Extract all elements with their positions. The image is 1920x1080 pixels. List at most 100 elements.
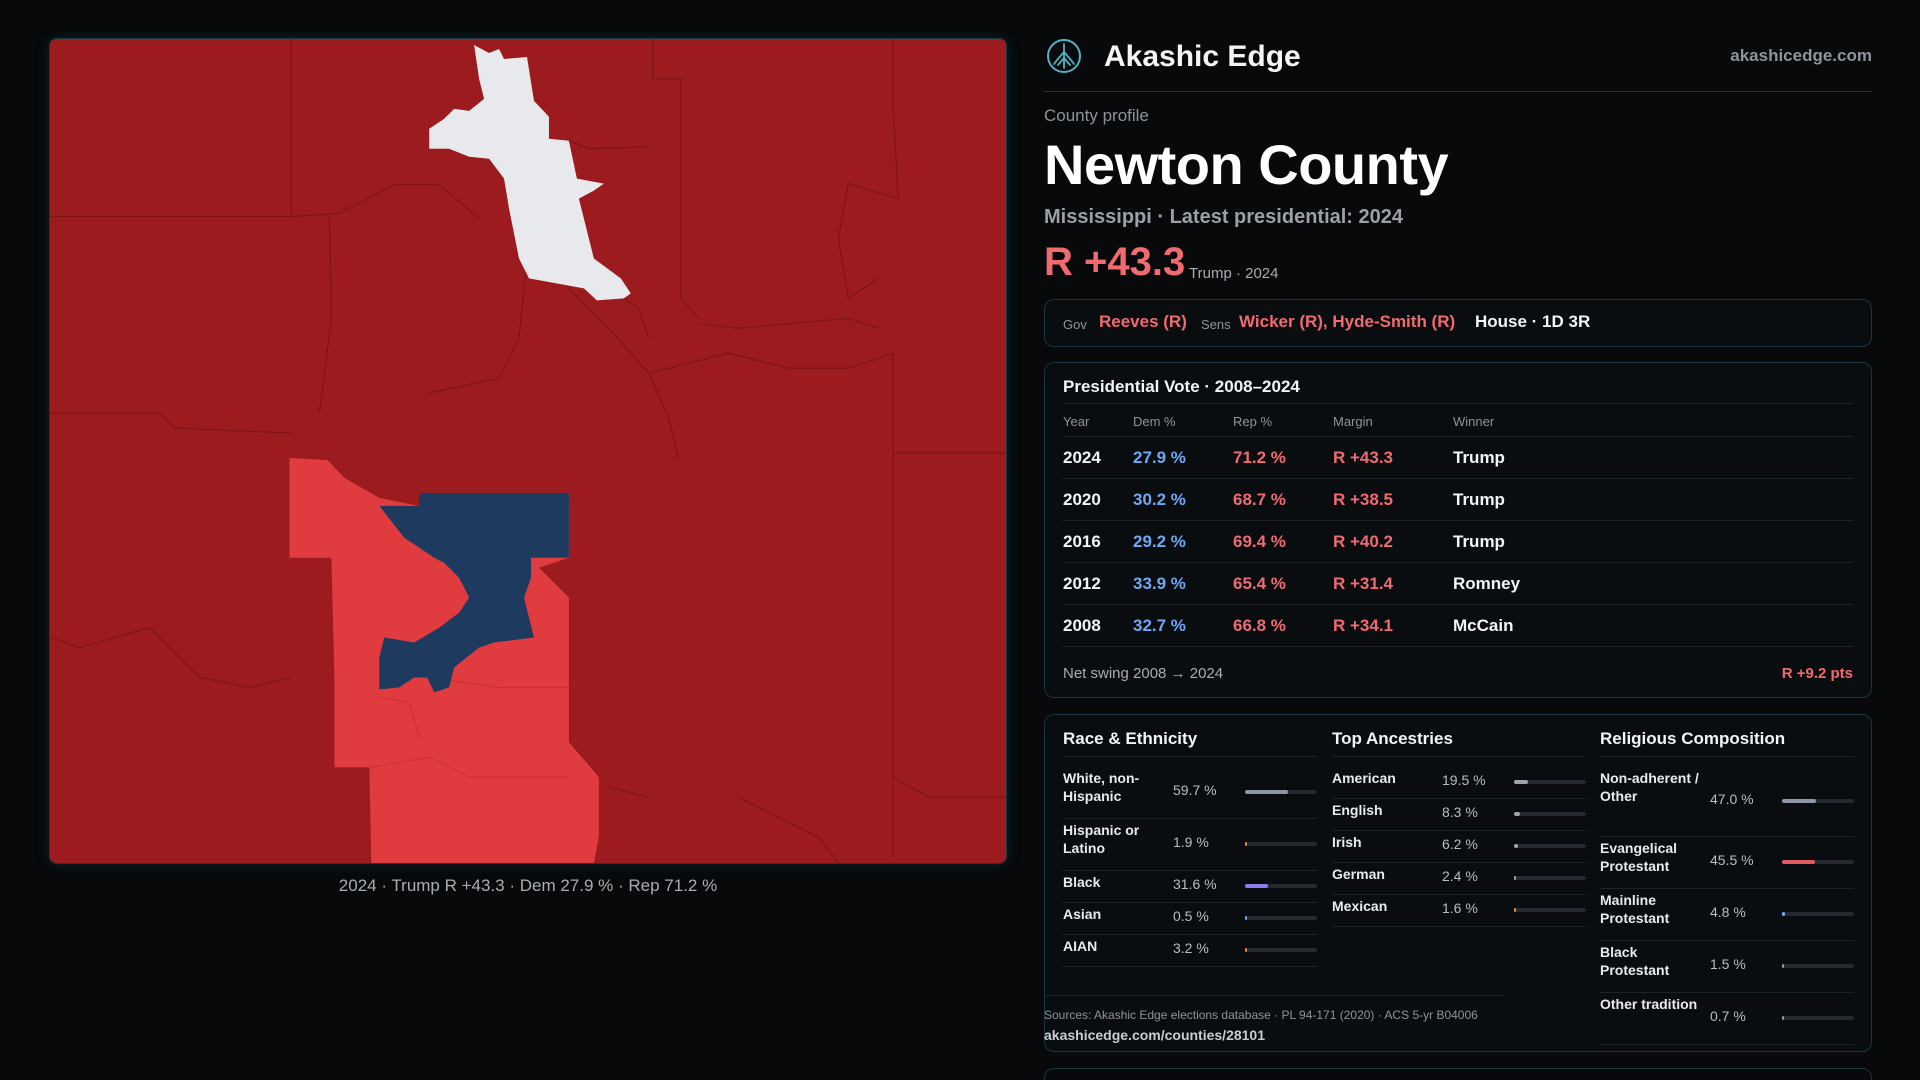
race-bar-track	[1245, 916, 1317, 920]
ancestry-bar-fill	[1514, 812, 1520, 816]
religion-bar-fill	[1782, 860, 1815, 864]
race-row: Hispanic or Latino 1.9 %	[1063, 819, 1317, 871]
race-label: AIAN	[1063, 938, 1098, 954]
ancestry-bar-fill	[1514, 844, 1519, 848]
net-swing-label: Net swing 2008 → 2024	[1063, 665, 1224, 682]
headline-margin-note: Trump · 2024	[1189, 265, 1279, 282]
ancestry-title: Top Ancestries	[1332, 729, 1586, 757]
gov-label: Gov	[1063, 317, 1087, 332]
brand-url-link[interactable]: akashicedge.com	[1730, 46, 1872, 65]
row-margin: R +43.3	[1333, 448, 1394, 467]
race-label: Asian	[1063, 906, 1102, 922]
brand-name[interactable]: Akashic Edge	[1104, 40, 1301, 73]
race-title: Race & Ethnicity	[1063, 729, 1317, 757]
map-svg[interactable]	[50, 39, 1006, 863]
tree-emblem-icon[interactable]	[1046, 38, 1082, 74]
race-bar-track	[1245, 790, 1317, 794]
religion-row: Non-adherent / Other 47.0 %	[1600, 767, 1854, 837]
ancestry-label: Mexican	[1332, 898, 1388, 914]
col-rep: Rep %	[1233, 414, 1273, 429]
religion-row: Other tradition 0.7 %	[1600, 993, 1854, 1045]
tie-boundaries	[568, 140, 650, 339]
ancestry-bar-track	[1514, 876, 1586, 880]
race-value: 0.5 %	[1173, 908, 1209, 924]
table-row: 2024 27.9 % 71.2 % R +43.3 Trump	[1063, 437, 1853, 479]
profile-eyebrow: County profile	[1044, 106, 1149, 125]
row-margin: R +38.5	[1333, 490, 1394, 509]
ancestry-bar-track	[1514, 908, 1586, 912]
sources-url-link[interactable]: akashicedge.com/counties/28101	[1044, 1027, 1265, 1043]
row-year: 2024	[1063, 448, 1101, 467]
presidential-vote-card: Presidential Vote · 2008–2024 Year Dem %…	[1044, 362, 1872, 698]
row-winner: Trump	[1453, 532, 1505, 551]
race-row: Asian 0.5 %	[1063, 903, 1317, 935]
row-dem: 33.9 %	[1133, 574, 1186, 593]
row-margin: R +40.2	[1333, 532, 1394, 551]
religion-value: 1.5 %	[1710, 956, 1746, 972]
race-bar-fill	[1245, 916, 1247, 920]
county-precinct-map[interactable]	[49, 38, 1007, 864]
col-year: Year	[1063, 414, 1090, 429]
race-label: Black	[1063, 874, 1101, 890]
net-swing-value: R +9.2 pts	[1781, 665, 1853, 682]
sens-label: Sens	[1201, 317, 1231, 332]
ancestry-value: 8.3 %	[1442, 804, 1478, 820]
row-winner: Trump	[1453, 448, 1505, 467]
table-row: 2012 33.9 % 65.4 % R +31.4 Romney	[1063, 563, 1853, 605]
religion-bar-fill	[1782, 912, 1786, 916]
race-ethnicity-column: Race & Ethnicity White, non-Hispanic 59.7…	[1063, 729, 1317, 967]
tie-precinct[interactable]	[429, 44, 631, 301]
ancestry-value: 2.4 %	[1442, 868, 1478, 884]
race-bar-fill	[1245, 790, 1288, 794]
table-row: 2016 29.2 % 69.4 % R +40.2 Trump	[1063, 521, 1853, 563]
dem-precincts[interactable]	[379, 492, 569, 693]
ancestry-label: American	[1332, 770, 1396, 786]
religion-bar-fill	[1782, 1016, 1784, 1020]
ancestry-row: Mexican 1.6 %	[1332, 895, 1586, 927]
ancestry-bar-fill	[1514, 780, 1529, 784]
col-margin: Margin	[1333, 414, 1373, 429]
religion-bar-fill	[1782, 964, 1784, 968]
row-year: 2012	[1063, 574, 1101, 593]
religion-bar-track	[1782, 1016, 1854, 1020]
religion-bar-track	[1782, 964, 1854, 968]
row-rep: 71.2 %	[1233, 448, 1286, 467]
religion-bar-fill	[1782, 799, 1816, 803]
sources-block: Sources: Akashic Edge elections database…	[1044, 1005, 1478, 1045]
row-year: 2016	[1063, 532, 1101, 551]
row-rep: 68.7 %	[1233, 490, 1286, 509]
race-bar-track	[1245, 884, 1317, 888]
religion-value: 47.0 %	[1710, 791, 1754, 807]
row-year: 2020	[1063, 490, 1101, 509]
col-dem: Dem %	[1133, 414, 1176, 429]
religion-label: Non-adherent / Other	[1600, 770, 1699, 804]
ancestry-row: English 8.3 %	[1332, 799, 1586, 831]
religion-value: 0.7 %	[1710, 1008, 1746, 1024]
demographics-card: Race & Ethnicity White, non-Hispanic 59.7…	[1044, 714, 1872, 1052]
profile-subtitle: Mississippi · Latest presidential: 2024	[1044, 206, 1404, 228]
row-dem: 27.9 %	[1133, 448, 1186, 467]
race-bar-track	[1245, 842, 1317, 846]
row-winner: Romney	[1453, 574, 1521, 593]
row-dem: 29.2 %	[1133, 532, 1186, 551]
house-delegation: House · 1D 3R	[1475, 312, 1591, 331]
religion-value: 45.5 %	[1710, 852, 1754, 868]
race-bar-fill	[1245, 948, 1248, 952]
ancestry-column: Top Ancestries American 19.5 % English 8.3 …	[1332, 729, 1586, 927]
religion-label: Black Protestant	[1600, 944, 1670, 978]
table-row: 2008 32.7 % 66.8 % R +34.1 McCain	[1063, 605, 1853, 647]
row-rep: 65.4 %	[1233, 574, 1286, 593]
officials-bar: Gov Reeves (R) Sens Wicker (R), Hyde-Smi…	[1044, 299, 1872, 347]
row-rep: 66.8 %	[1233, 616, 1286, 635]
row-rep: 69.4 %	[1233, 532, 1286, 551]
race-row: Black 31.6 %	[1063, 871, 1317, 903]
religion-label: Evangelical Protestant	[1600, 840, 1678, 874]
table-row: 2020 30.2 % 68.7 % R +38.5 Trump	[1063, 479, 1853, 521]
ancestry-value: 6.2 %	[1442, 836, 1478, 852]
next-card-stub	[1044, 1068, 1872, 1080]
race-label: Hispanic or Latino	[1063, 822, 1140, 856]
votes-title: Presidential Vote · 2008–2024	[1063, 377, 1300, 396]
ancestry-label: Irish	[1332, 834, 1362, 850]
religion-value: 4.8 %	[1710, 904, 1746, 920]
religion-bar-track	[1782, 860, 1854, 864]
